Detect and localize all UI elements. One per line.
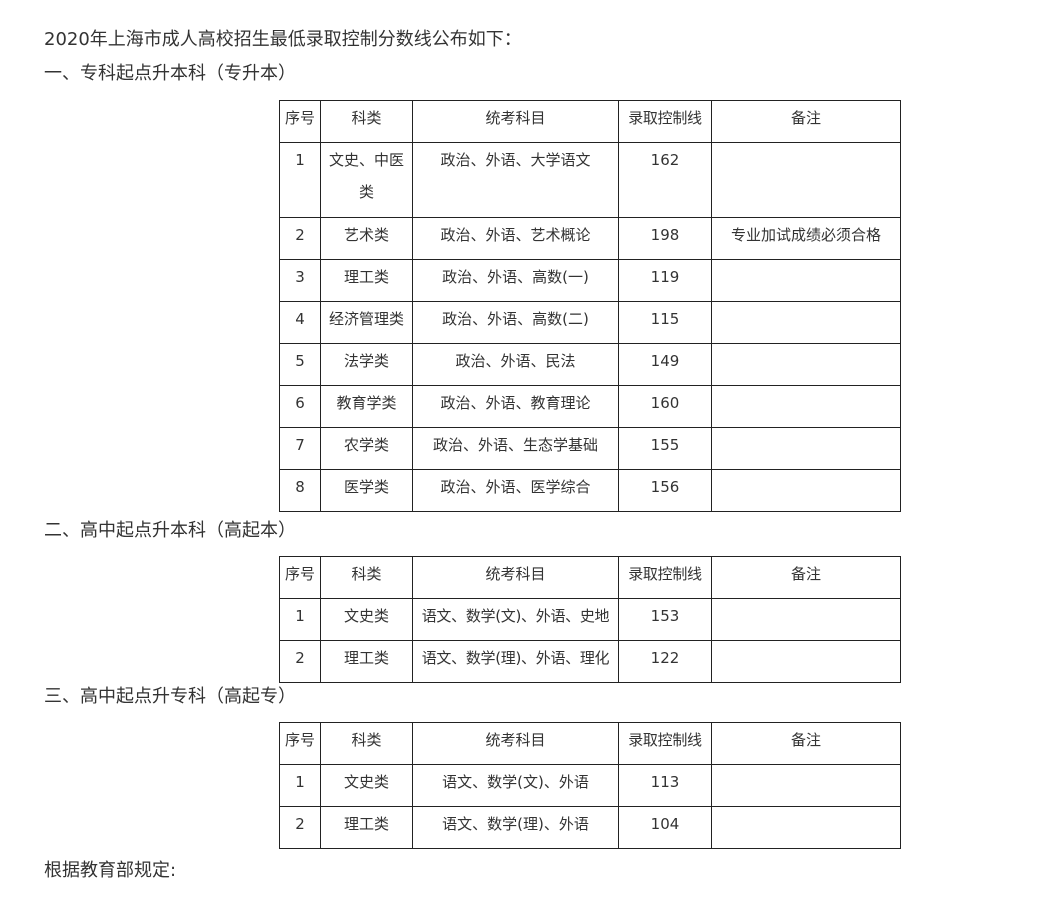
cell-category: 理工类 <box>320 259 413 302</box>
cell-remark <box>711 343 901 386</box>
table-row: 2 理工类 语文、数学(理)、外语、理化 122 <box>279 640 901 683</box>
table-row: 1 文史类 语文、数学(文)、外语、史地 153 <box>279 598 901 641</box>
cell-remark <box>711 427 901 470</box>
cell-subjects: 政治、外语、医学综合 <box>412 469 619 512</box>
cell-remark <box>711 385 901 428</box>
intro-text: 2020年上海市成人高校招生最低录取控制分数线公布如下： <box>44 29 522 50</box>
cell-index: 1 <box>279 598 321 641</box>
score-table: 序号 科类 统考科目 录取控制线 备注 1 文史类 语文、数学(文)、外语 113 2 理工类 语文、… <box>279 722 901 849</box>
cell-index: 2 <box>279 217 321 260</box>
header-remark: 备注 <box>711 100 901 143</box>
header-category: 科类 <box>320 722 413 765</box>
header-category: 科类 <box>320 556 413 599</box>
cell-category: 文史类 <box>320 764 413 807</box>
cell-cutoff: 149 <box>618 343 712 386</box>
cell-remark <box>711 806 901 849</box>
cell-remark <box>711 142 901 218</box>
cell-remark: 专业加试成绩必须合格 <box>711 217 901 260</box>
section-heading: 一、专科起点升本科（专升本） <box>44 63 296 84</box>
cell-cutoff: 155 <box>618 427 712 470</box>
cell-remark <box>711 764 901 807</box>
cell-subjects: 政治、外语、艺术概论 <box>412 217 619 260</box>
cell-subjects: 政治、外语、高数(二) <box>412 301 619 344</box>
header-remark: 备注 <box>711 556 901 599</box>
cell-remark <box>711 640 901 683</box>
cell-cutoff: 115 <box>618 301 712 344</box>
cell-remark <box>711 301 901 344</box>
cell-subjects: 政治、外语、大学语文 <box>412 142 619 218</box>
cell-category: 理工类 <box>320 640 413 683</box>
table-header-row: 序号 科类 统考科目 录取控制线 备注 <box>279 722 901 765</box>
cell-category: 经济管理类 <box>320 301 413 344</box>
footer-text: 根据教育部规定: <box>44 860 177 881</box>
cell-category: 医学类 <box>320 469 413 512</box>
cell-subjects: 政治、外语、高数(一) <box>412 259 619 302</box>
table-header-row: 序号 科类 统考科目 录取控制线 备注 <box>279 100 901 143</box>
cell-index: 3 <box>279 259 321 302</box>
header-subjects: 统考科目 <box>412 722 619 765</box>
cell-cutoff: 119 <box>618 259 712 302</box>
table-row: 7 农学类 政治、外语、生态学基础 155 <box>279 427 901 470</box>
cell-index: 5 <box>279 343 321 386</box>
table-row: 2 理工类 语文、数学(理)、外语 104 <box>279 806 901 849</box>
cell-subjects: 语文、数学(文)、外语、史地 <box>412 598 619 641</box>
cell-category: 文史类 <box>320 598 413 641</box>
cell-subjects: 语文、数学(理)、外语 <box>412 806 619 849</box>
section-heading: 二、高中起点升本科（高起本） <box>44 520 296 541</box>
cell-index: 6 <box>279 385 321 428</box>
cell-subjects: 政治、外语、教育理论 <box>412 385 619 428</box>
cell-subjects: 语文、数学(理)、外语、理化 <box>412 640 619 683</box>
cell-cutoff: 122 <box>618 640 712 683</box>
section-heading: 三、高中起点升专科（高起专） <box>44 686 296 707</box>
table-header-row: 序号 科类 统考科目 录取控制线 备注 <box>279 556 901 599</box>
cell-category: 农学类 <box>320 427 413 470</box>
cell-cutoff: 160 <box>618 385 712 428</box>
table-row: 1 文史类 语文、数学(文)、外语 113 <box>279 764 901 807</box>
table-row: 6 教育学类 政治、外语、教育理论 160 <box>279 385 901 428</box>
table-row: 3 理工类 政治、外语、高数(一) 119 <box>279 259 901 302</box>
cell-index: 2 <box>279 640 321 683</box>
header-cutoff: 录取控制线 <box>618 556 712 599</box>
table-row: 2 艺术类 政治、外语、艺术概论 198 专业加试成绩必须合格 <box>279 217 901 260</box>
header-index: 序号 <box>279 556 321 599</box>
header-index: 序号 <box>279 722 321 765</box>
header-subjects: 统考科目 <box>412 100 619 143</box>
cell-cutoff: 198 <box>618 217 712 260</box>
header-category: 科类 <box>320 100 413 143</box>
cell-cutoff: 104 <box>618 806 712 849</box>
cell-subjects: 语文、数学(文)、外语 <box>412 764 619 807</box>
table-row: 1 文史、中医类 政治、外语、大学语文 162 <box>279 142 901 218</box>
cell-index: 2 <box>279 806 321 849</box>
cell-remark <box>711 598 901 641</box>
header-cutoff: 录取控制线 <box>618 100 712 143</box>
cell-cutoff: 153 <box>618 598 712 641</box>
cell-index: 8 <box>279 469 321 512</box>
header-cutoff: 录取控制线 <box>618 722 712 765</box>
table-row: 8 医学类 政治、外语、医学综合 156 <box>279 469 901 512</box>
cell-index: 7 <box>279 427 321 470</box>
cell-remark <box>711 469 901 512</box>
table-row: 5 法学类 政治、外语、民法 149 <box>279 343 901 386</box>
score-table: 序号 科类 统考科目 录取控制线 备注 1 文史类 语文、数学(文)、外语、史地 153 2 理工类… <box>279 556 901 683</box>
cell-index: 4 <box>279 301 321 344</box>
cell-category: 文史、中医类 <box>320 142 413 218</box>
cell-cutoff: 162 <box>618 142 712 218</box>
cell-index: 1 <box>279 142 321 218</box>
score-table: 序号 科类 统考科目 录取控制线 备注 1 文史、中医类 政治、外语、大学语文 162 2 艺术类政… <box>279 100 901 512</box>
cell-category: 法学类 <box>320 343 413 386</box>
cell-category: 理工类 <box>320 806 413 849</box>
header-subjects: 统考科目 <box>412 556 619 599</box>
cell-remark <box>711 259 901 302</box>
cell-category: 艺术类 <box>320 217 413 260</box>
header-remark: 备注 <box>711 722 901 765</box>
cell-subjects: 政治、外语、民法 <box>412 343 619 386</box>
cell-cutoff: 113 <box>618 764 712 807</box>
cell-subjects: 政治、外语、生态学基础 <box>412 427 619 470</box>
cell-category: 教育学类 <box>320 385 413 428</box>
header-index: 序号 <box>279 100 321 143</box>
cell-cutoff: 156 <box>618 469 712 512</box>
cell-index: 1 <box>279 764 321 807</box>
table-row: 4 经济管理类 政治、外语、高数(二) 115 <box>279 301 901 344</box>
